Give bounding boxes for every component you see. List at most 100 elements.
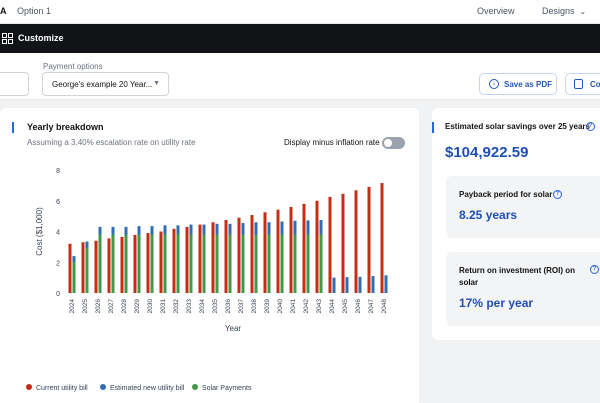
designs-label: Designs xyxy=(542,6,575,16)
payback-card: Payback period for solar ? 8.25 years xyxy=(446,176,600,238)
chevron-down-icon: ▼ xyxy=(153,80,160,87)
bar-current-utility-bill xyxy=(263,212,267,293)
top-navigation-bar: A Option 1 Overview Designs ⌄ xyxy=(0,0,600,24)
payback-value: 8.25 years xyxy=(459,208,518,222)
y-axis-label: Cost ($1,000) xyxy=(35,207,44,256)
bar-estimated-new-utility-bill xyxy=(345,277,349,293)
bar-solar-payments xyxy=(202,234,206,293)
x-tick-label: 2044 xyxy=(329,299,336,314)
bar-current-utility-bill xyxy=(68,243,72,293)
bar-current-utility-bill xyxy=(328,196,332,293)
bar-current-utility-bill xyxy=(81,242,85,293)
bar-current-utility-bill xyxy=(107,238,111,293)
payment-options-select[interactable]: George's example 20 Year... ▼ xyxy=(42,72,169,96)
bar-current-utility-bill xyxy=(198,224,202,293)
bar-estimated-new-utility-bill xyxy=(384,275,388,293)
bar-solar-payments xyxy=(254,234,258,293)
bar-solar-payments xyxy=(319,234,323,293)
customize-label: Customize xyxy=(18,33,64,43)
app-logo: A xyxy=(0,6,7,16)
x-tick-label: 2030 xyxy=(147,299,154,314)
bar-solar-payments xyxy=(241,234,245,293)
bar-solar-payments xyxy=(150,234,154,293)
option-tab[interactable]: Option 1 xyxy=(17,6,52,16)
bar-current-utility-bill xyxy=(367,186,371,293)
legend-label: Solar Payments xyxy=(202,385,252,392)
x-tick-label: 2028 xyxy=(121,299,128,314)
yearly-breakdown-title: Yearly breakdown xyxy=(27,122,104,132)
x-tick-label: 2048 xyxy=(381,299,388,314)
bar-solar-payments xyxy=(137,234,141,293)
x-tick-label: 2035 xyxy=(212,299,219,314)
bar-current-utility-bill xyxy=(302,203,306,293)
x-tick-label: 2038 xyxy=(251,299,258,314)
x-axis-label: Year xyxy=(225,324,242,333)
savings-value: $104,922.59 xyxy=(445,144,529,161)
bar-current-utility-bill xyxy=(94,240,98,293)
designs-menu[interactable]: Designs ⌄ xyxy=(542,6,586,16)
y-tick-label: 6 xyxy=(56,199,60,206)
x-tick-label: 2036 xyxy=(225,299,232,314)
copy-icon xyxy=(574,79,583,89)
bar-solar-payments xyxy=(72,262,76,293)
copy-button-label: Co xyxy=(590,80,600,89)
x-tick-label: 2027 xyxy=(108,299,115,314)
x-tick-label: 2042 xyxy=(303,299,310,314)
toggle-knob xyxy=(384,139,392,147)
payment-option-value: George's example 20 Year... xyxy=(52,80,153,89)
bar-current-utility-bill xyxy=(354,190,358,293)
x-tick-label: 2032 xyxy=(173,299,180,314)
bar-solar-payments xyxy=(306,234,310,293)
x-tick-label: 2037 xyxy=(238,299,245,314)
bar-estimated-new-utility-bill xyxy=(358,276,362,293)
x-tick-label: 2041 xyxy=(290,299,297,314)
legend-label: Current utility bill xyxy=(36,385,88,392)
help-icon[interactable]: ? xyxy=(590,265,599,274)
roi-label: Return on investment (ROI) on solar xyxy=(459,266,575,287)
bar-solar-payments xyxy=(228,234,232,293)
bar-current-utility-bill xyxy=(276,209,280,293)
yearly-breakdown-card: Yearly breakdown Assuming a 3.40% escala… xyxy=(0,108,419,403)
bar-current-utility-bill xyxy=(185,226,189,293)
bar-solar-payments xyxy=(163,234,167,293)
bar-current-utility-bill xyxy=(159,231,163,293)
x-tick-label: 2039 xyxy=(264,299,271,314)
x-tick-label: 2046 xyxy=(355,299,362,314)
bar-solar-payments xyxy=(124,234,128,293)
x-tick-label: 2040 xyxy=(277,299,284,314)
bar-solar-payments xyxy=(280,234,284,293)
y-tick-label: 8 xyxy=(56,168,60,175)
escalation-note: Assuming a 3.40% escalation rate on util… xyxy=(27,138,196,147)
copy-button[interactable]: Co xyxy=(565,73,600,95)
save-as-pdf-button[interactable]: ↓ Save as PDF xyxy=(479,73,557,95)
x-tick-label: 2031 xyxy=(160,299,167,314)
bar-current-utility-bill xyxy=(250,215,254,293)
bar-estimated-new-utility-bill xyxy=(371,276,375,293)
x-tick-label: 2029 xyxy=(134,299,141,314)
section-accent xyxy=(12,122,14,133)
y-tick-label: 0 xyxy=(56,291,60,298)
payment-options-label: Payment options xyxy=(43,62,103,71)
help-icon[interactable]: ? xyxy=(553,190,562,199)
x-tick-label: 2034 xyxy=(199,299,206,314)
x-tick-label: 2033 xyxy=(186,299,193,314)
bar-estimated-new-utility-bill xyxy=(332,277,336,293)
bar-current-utility-bill xyxy=(341,193,345,293)
inflation-toggle-label: Display minus inflation rate xyxy=(284,138,380,147)
help-icon[interactable]: ? xyxy=(586,122,595,131)
yearly-breakdown-chart: 0 2 4 6 8 Cost ($1,000) 2024 2025 2026 2027 2028 20… xyxy=(26,168,388,392)
overview-link[interactable]: Overview xyxy=(477,6,515,16)
financing-select[interactable] xyxy=(0,72,29,96)
roi-value: 17% per year xyxy=(459,296,534,310)
x-tick-label: 2024 xyxy=(69,299,76,314)
bar-solar-payments xyxy=(85,247,89,293)
payback-label: Payback period for solar xyxy=(459,190,553,199)
bar-current-utility-bill xyxy=(133,234,137,293)
chevron-down-icon: ⌄ xyxy=(579,7,587,16)
legend-marker xyxy=(192,384,198,390)
bar-current-utility-bill xyxy=(380,183,384,293)
customize-bar[interactable]: Customize xyxy=(0,24,600,53)
x-tick-label: 2025 xyxy=(82,299,89,314)
inflation-toggle[interactable] xyxy=(382,137,405,149)
bar-solar-payments xyxy=(215,234,219,293)
